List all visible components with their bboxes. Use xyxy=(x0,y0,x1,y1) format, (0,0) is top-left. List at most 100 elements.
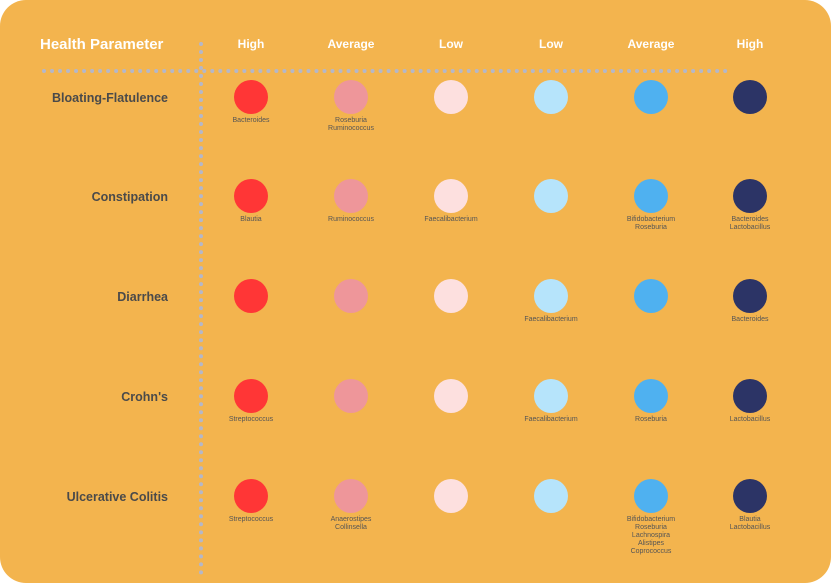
indicator-dot xyxy=(534,479,568,513)
indicator-dot xyxy=(434,479,468,513)
indicator-dot xyxy=(634,379,668,413)
bacteria-name: Lactobacillus xyxy=(729,524,771,531)
bacteria-list: Bacteroides xyxy=(695,316,805,324)
indicator-dot xyxy=(634,80,668,114)
indicator-dot xyxy=(634,479,668,513)
bacteria-name: Blautia xyxy=(739,516,761,523)
bacteria-list: Bacteroides xyxy=(196,117,306,125)
bacteria-list: Bacteroides Lactobacillus xyxy=(695,216,805,232)
bacteria-name: Streptococcus xyxy=(228,516,274,523)
indicator-dot xyxy=(334,179,368,213)
bacteria-name: Roseburia xyxy=(635,416,667,423)
label-divider xyxy=(199,42,203,575)
bacteria-name: Bacteroides xyxy=(731,216,769,223)
bacteria-list: Bifidobacterium Roseburia xyxy=(596,216,706,232)
indicator-dot xyxy=(334,80,368,114)
bacteria-list: Blautia Lactobacillus xyxy=(695,516,805,532)
bacteria-list: Streptococcus xyxy=(196,516,306,524)
row-label: Diarrhea xyxy=(117,290,168,304)
bacteria-name: Coprococcus xyxy=(630,548,672,555)
indicator-dot xyxy=(434,179,468,213)
column-header-average-1: Average xyxy=(327,37,375,51)
column-header-average-2: Average xyxy=(627,37,675,51)
bacteria-name: Lachnospira xyxy=(631,532,671,539)
indicator-cell: Bifidobacterium Roseburia Lachnospira Alist… xyxy=(596,479,706,556)
indicator-cell xyxy=(496,80,606,114)
bacteria-name: Lactobacillus xyxy=(729,224,771,231)
bacteria-list: Bifidobacterium Roseburia Lachnospira Alist… xyxy=(596,516,706,556)
indicator-dot xyxy=(733,279,767,313)
bacteria-list: Lactobacillus xyxy=(695,416,805,424)
bacteria-name: Roseburia xyxy=(335,117,367,124)
indicator-cell: Faecalibacterium xyxy=(396,179,506,224)
indicator-cell: Faecalibacterium xyxy=(496,379,606,424)
indicator-dot xyxy=(434,379,468,413)
bacteria-name: Bifidobacterium xyxy=(626,516,676,523)
column-header-low-1: Low xyxy=(439,37,463,51)
bacteria-list: Streptococcus xyxy=(196,416,306,424)
column-header-high-2: High xyxy=(736,37,764,51)
header-divider xyxy=(42,69,728,73)
indicator-dot xyxy=(334,379,368,413)
indicator-cell: Bifidobacterium Roseburia xyxy=(596,179,706,232)
indicator-cell xyxy=(396,379,506,413)
indicator-dot xyxy=(534,179,568,213)
bacteria-name: Lactobacillus xyxy=(729,416,771,423)
bacteria-name: Streptococcus xyxy=(228,416,274,423)
bacteria-list: Roseburia Ruminococcus xyxy=(296,117,406,133)
column-header-low-2: Low xyxy=(539,37,563,51)
indicator-cell xyxy=(596,80,706,114)
row-label: Constipation xyxy=(91,190,168,204)
bacteria-name: Anaerostipes xyxy=(330,516,372,523)
bacteria-list: Ruminococcus xyxy=(296,216,406,224)
indicator-cell xyxy=(196,279,306,313)
indicator-dot xyxy=(434,279,468,313)
indicator-cell: Roseburia Ruminococcus xyxy=(296,80,406,133)
indicator-dot xyxy=(234,80,268,114)
indicator-cell: Blautia Lactobacillus xyxy=(695,479,805,532)
row-label: Ulcerative Colitis xyxy=(66,490,168,504)
indicator-cell xyxy=(695,80,805,114)
indicator-cell: Roseburia xyxy=(596,379,706,424)
indicator-dot xyxy=(234,379,268,413)
indicator-cell: Blautia xyxy=(196,179,306,224)
bacteria-name: Ruminococcus xyxy=(328,216,374,223)
bacteria-list: Anaerostipes Collinsella xyxy=(296,516,406,532)
indicator-dot xyxy=(733,479,767,513)
indicator-dot xyxy=(634,179,668,213)
bacteria-list: Roseburia xyxy=(596,416,706,424)
indicator-dot xyxy=(234,179,268,213)
indicator-cell: Streptococcus xyxy=(196,479,306,524)
column-header-high-1: High xyxy=(237,37,265,51)
indicator-cell: Streptococcus xyxy=(196,379,306,424)
indicator-dot xyxy=(534,379,568,413)
indicator-cell: Ruminococcus xyxy=(296,179,406,224)
bacteria-name: Bacteroides xyxy=(731,316,769,323)
indicator-cell: Anaerostipes Collinsella xyxy=(296,479,406,532)
bacteria-name: Faecalibacterium xyxy=(524,416,578,423)
indicator-dot xyxy=(434,80,468,114)
indicator-dot xyxy=(534,80,568,114)
bacteria-name: Blautia xyxy=(240,216,262,223)
indicator-cell: Lactobacillus xyxy=(695,379,805,424)
indicator-dot xyxy=(634,279,668,313)
row-label: Crohn's xyxy=(121,390,168,404)
row-label: Bloating-Flatulence xyxy=(52,91,168,105)
bacteria-list: Faecalibacterium xyxy=(496,416,606,424)
indicator-cell: Bacteroides xyxy=(196,80,306,125)
indicator-cell: Bacteroides Lactobacillus xyxy=(695,179,805,232)
indicator-cell xyxy=(496,179,606,213)
bacteria-list: Faecalibacterium xyxy=(496,316,606,324)
bacteria-name: Collinsella xyxy=(335,524,367,531)
bacteria-name: Faecalibacterium xyxy=(424,216,478,223)
page-title: Health Parameter xyxy=(40,36,164,53)
indicator-dot xyxy=(534,279,568,313)
indicator-cell xyxy=(396,80,506,114)
indicator-cell xyxy=(296,279,406,313)
indicator-dot xyxy=(733,379,767,413)
bacteria-name: Bacteroides xyxy=(232,117,270,124)
bacteria-name: Ruminococcus xyxy=(328,125,374,132)
bacteria-list: Blautia xyxy=(196,216,306,224)
indicator-dot xyxy=(234,479,268,513)
